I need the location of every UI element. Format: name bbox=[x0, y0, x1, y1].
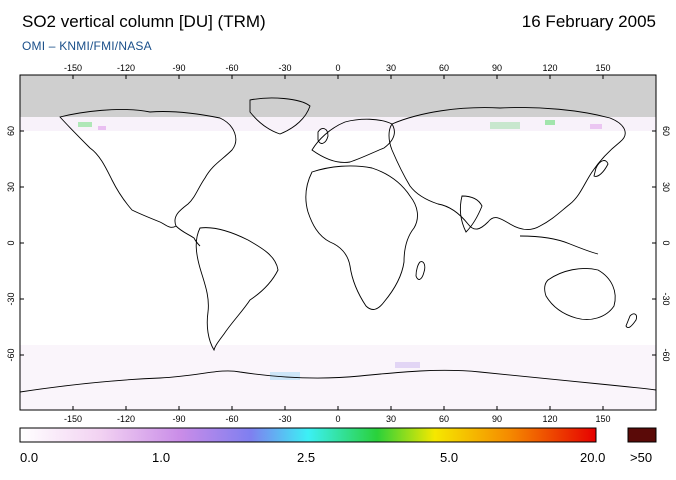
right-lat-label: 60 bbox=[661, 126, 671, 136]
no-data-region bbox=[20, 75, 656, 117]
europe-outline bbox=[311, 118, 395, 163]
india-outline bbox=[459, 195, 483, 233]
indonesia-outline bbox=[519, 235, 599, 255]
bottom-lon-label: 90 bbox=[492, 414, 502, 424]
antarctica-outline bbox=[20, 369, 656, 393]
legend-overflow-label: >50 bbox=[630, 450, 653, 465]
top-lon-label: -30 bbox=[278, 63, 291, 73]
top-lon-label: -120 bbox=[117, 63, 135, 73]
left-lat-labels: 60 30 0 -30 -60 bbox=[6, 126, 16, 362]
bottom-lon-label: 0 bbox=[335, 414, 340, 424]
japan-outline bbox=[593, 160, 609, 177]
bottom-lon-label: -60 bbox=[225, 414, 238, 424]
northern-noise-band bbox=[20, 117, 656, 131]
coastlines bbox=[20, 97, 656, 393]
speckle-group bbox=[78, 120, 602, 380]
south-america-outline bbox=[195, 227, 279, 352]
left-lat-label: -60 bbox=[6, 348, 16, 361]
uk-outline bbox=[317, 128, 329, 144]
madagascar-outline bbox=[415, 261, 426, 280]
left-lat-label: 0 bbox=[6, 240, 16, 245]
top-lon-label: -150 bbox=[64, 63, 82, 73]
bottom-lon-label: 150 bbox=[595, 414, 610, 424]
australia-outline bbox=[544, 268, 616, 320]
bottom-lon-label: 60 bbox=[439, 414, 449, 424]
bottom-lon-label: -30 bbox=[278, 414, 291, 424]
right-lat-label: -60 bbox=[661, 348, 671, 361]
top-lon-labels: -150 -120 -90 -60 -30 0 30 60 90 120 150 bbox=[64, 63, 611, 73]
map-credit: OMI – KNMI/FMI/NASA bbox=[22, 39, 152, 53]
bottom-lon-labels: -150 -120 -90 -60 -30 0 30 60 90 120 150 bbox=[64, 414, 611, 424]
north-america-outline bbox=[59, 109, 237, 228]
greenland-outline bbox=[249, 97, 311, 135]
top-lon-label: 0 bbox=[335, 63, 340, 73]
asia-outline bbox=[388, 107, 626, 231]
top-lon-label: 90 bbox=[492, 63, 502, 73]
right-lat-label: -30 bbox=[661, 292, 671, 305]
bottom-lon-label: 120 bbox=[542, 414, 557, 424]
bottom-lon-label: -90 bbox=[172, 414, 185, 424]
legend-overflow-swatch bbox=[627, 427, 657, 443]
legend-label: 5.0 bbox=[440, 450, 459, 465]
right-lat-labels: 60 30 0 -30 -60 bbox=[661, 126, 671, 362]
new-zealand-outline bbox=[625, 313, 637, 329]
legend-colorbar bbox=[19, 427, 597, 443]
map-title: SO2 vertical column [DU] (TRM) bbox=[22, 12, 266, 31]
bottom-lon-label: 30 bbox=[386, 414, 396, 424]
top-lon-label: 120 bbox=[542, 63, 557, 73]
map-date: 16 February 2005 bbox=[521, 12, 656, 31]
top-lon-label: 150 bbox=[595, 63, 610, 73]
lon-tick-marks bbox=[72, 75, 604, 410]
right-lat-label: 30 bbox=[661, 182, 671, 192]
lat-tick-marks bbox=[20, 130, 656, 356]
bottom-lon-label: -150 bbox=[64, 414, 82, 424]
legend-label: 1.0 bbox=[152, 450, 171, 465]
legend-label: 2.5 bbox=[297, 450, 316, 465]
top-lon-label: -90 bbox=[172, 63, 185, 73]
top-lon-label: -60 bbox=[225, 63, 238, 73]
top-lon-label: 30 bbox=[386, 63, 396, 73]
left-lat-label: -30 bbox=[6, 292, 16, 305]
central-america-outline bbox=[175, 225, 201, 247]
bottom-lon-label: -120 bbox=[117, 414, 135, 424]
left-lat-label: 60 bbox=[6, 126, 16, 136]
legend-label: 0.0 bbox=[20, 450, 39, 465]
right-lat-label: 0 bbox=[661, 240, 671, 245]
top-lon-label: 60 bbox=[439, 63, 449, 73]
africa-outline bbox=[305, 165, 418, 310]
legend-label: 20.0 bbox=[580, 450, 606, 465]
left-lat-label: 30 bbox=[6, 182, 16, 192]
